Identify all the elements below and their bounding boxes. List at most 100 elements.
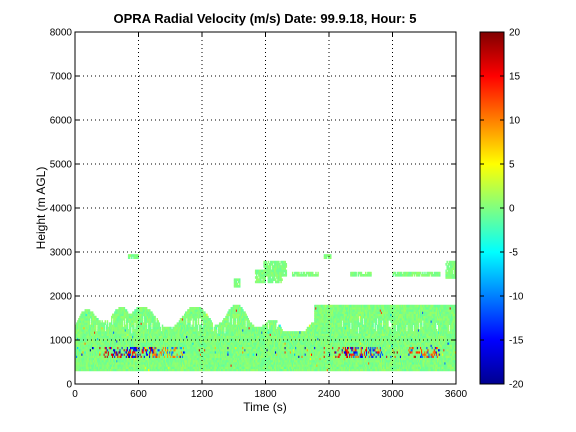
heatmap-cell	[190, 333, 192, 336]
heatmap-cell	[119, 331, 121, 334]
heatmap-cell	[200, 368, 203, 372]
heatmap-cell	[122, 313, 125, 317]
heatmap-cell	[167, 346, 169, 350]
heatmap-cell	[245, 340, 247, 343]
heatmap-cell	[222, 324, 224, 328]
heatmap-cell	[234, 318, 237, 321]
heatmap-cell	[261, 355, 263, 358]
heatmap-cell	[227, 359, 229, 363]
heatmap-cell	[212, 368, 215, 372]
heatmap-cell	[235, 351, 238, 354]
heatmap-cell	[191, 353, 193, 356]
heatmap-cell	[215, 353, 218, 356]
heatmap-cell	[88, 329, 91, 332]
heatmap-cell	[84, 322, 86, 325]
heatmap-cell	[175, 324, 177, 328]
heatmap-cell	[182, 353, 185, 356]
heatmap-cell	[208, 346, 210, 350]
heatmap-cell	[213, 340, 216, 343]
heatmap-cell	[122, 351, 125, 354]
heatmap-cell	[177, 335, 180, 339]
heatmap-cell	[178, 344, 181, 347]
heatmap-cell	[101, 320, 103, 323]
heatmap-cell	[242, 340, 244, 343]
heatmap-cell	[131, 355, 133, 358]
heatmap-cell	[242, 344, 244, 347]
heatmap-cell	[259, 337, 261, 341]
heatmap-cell	[244, 364, 246, 367]
heatmap-cell	[166, 351, 168, 354]
heatmap-cell	[290, 353, 293, 356]
heatmap-cell	[98, 355, 100, 358]
heatmap-cell	[204, 333, 206, 336]
heatmap-cell	[189, 344, 191, 347]
heatmap-cell	[123, 353, 126, 356]
heatmap-cell	[103, 348, 106, 352]
heatmap-cell	[193, 351, 195, 354]
heatmap-cell	[159, 355, 162, 358]
heatmap-cell	[236, 311, 239, 314]
heatmap-cell	[84, 326, 86, 330]
heatmap-cell	[196, 315, 199, 319]
heatmap-cell	[108, 359, 111, 363]
heatmap-cell	[273, 329, 276, 332]
heatmap-cell	[79, 348, 81, 352]
heatmap-cell	[130, 366, 132, 369]
heatmap-cell	[92, 353, 95, 356]
heatmap-cell	[286, 348, 289, 352]
heatmap-cell	[249, 353, 252, 356]
heatmap-cell	[137, 346, 139, 350]
heatmap-cell	[177, 351, 180, 354]
heatmap-cell	[233, 368, 236, 372]
heatmap-cell	[76, 359, 78, 363]
heatmap-cell	[207, 357, 209, 361]
heatmap-cell	[287, 355, 290, 358]
heatmap-cell	[186, 329, 188, 332]
heatmap-cell	[82, 333, 84, 336]
heatmap-cell	[180, 355, 183, 358]
heatmap-cell	[173, 346, 175, 350]
heatmap-cell	[235, 362, 238, 365]
heatmap-cell	[225, 348, 227, 352]
heatmap-cell	[244, 333, 246, 336]
heatmap-cell	[273, 351, 276, 354]
heatmap-cell	[107, 342, 110, 345]
heatmap-cell	[113, 326, 115, 330]
heatmap-cell	[145, 324, 148, 328]
heatmap-cell	[283, 364, 285, 367]
heatmap-cell	[149, 362, 151, 365]
heatmap-cell	[148, 355, 150, 358]
heatmap-cell	[293, 364, 295, 367]
heatmap-cell	[96, 342, 98, 345]
heatmap-cell	[90, 333, 93, 336]
heatmap-cell	[97, 353, 99, 356]
heatmap-cell	[154, 357, 156, 361]
heatmap-cell	[115, 359, 117, 363]
heatmap-cell	[106, 342, 109, 345]
heatmap-cell	[228, 362, 230, 365]
heatmap-cell	[75, 342, 77, 345]
heatmap-cell	[259, 368, 261, 372]
heatmap-cell	[234, 333, 237, 336]
heatmap-cell	[119, 309, 121, 312]
heatmap-cell	[167, 344, 169, 347]
heatmap-cell	[272, 351, 275, 354]
heatmap-cell	[235, 313, 238, 317]
heatmap-cell	[288, 346, 291, 350]
heatmap-cell	[168, 329, 170, 332]
heatmap-cell	[104, 364, 107, 367]
heatmap-cell	[234, 304, 237, 308]
heatmap-cell	[282, 344, 284, 347]
heatmap-cell	[95, 353, 97, 356]
heatmap-cell	[294, 357, 296, 361]
heatmap-cell	[102, 351, 104, 354]
heatmap-cell	[151, 357, 153, 361]
heatmap-cell	[271, 344, 274, 347]
heatmap-cell	[188, 329, 190, 332]
heatmap-cell	[82, 320, 84, 323]
heatmap-cell	[187, 362, 189, 365]
heatmap-cell	[169, 333, 171, 336]
heatmap-cell	[91, 322, 94, 325]
heatmap-cell	[128, 362, 131, 365]
heatmap-cell	[228, 366, 230, 369]
